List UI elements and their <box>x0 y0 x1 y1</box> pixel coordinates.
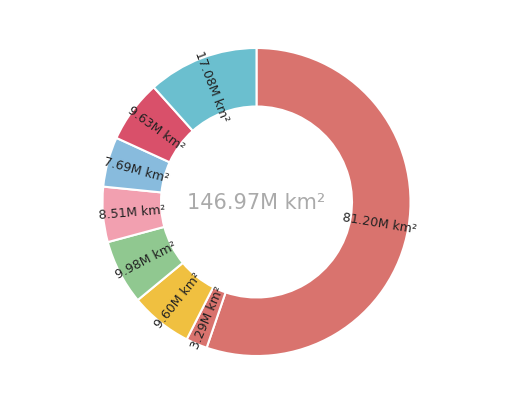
Text: 9.63M km²: 9.63M km² <box>125 104 187 153</box>
Text: 8.51M km²: 8.51M km² <box>98 203 166 222</box>
Wedge shape <box>154 49 256 132</box>
Text: 81.20M km²: 81.20M km² <box>342 210 418 235</box>
Wedge shape <box>137 263 213 339</box>
Wedge shape <box>207 49 410 356</box>
Wedge shape <box>103 187 164 243</box>
Text: 3.29M km²: 3.29M km² <box>189 284 227 350</box>
Text: 7.69M km²: 7.69M km² <box>102 155 170 185</box>
Wedge shape <box>116 88 193 163</box>
Text: 146.97M km²: 146.97M km² <box>187 192 326 213</box>
Wedge shape <box>108 227 183 301</box>
Text: 9.98M km²: 9.98M km² <box>113 239 179 281</box>
Text: 17.08M km²: 17.08M km² <box>192 49 231 124</box>
Wedge shape <box>187 288 226 348</box>
Text: 9.60M km²: 9.60M km² <box>152 270 205 330</box>
Wedge shape <box>103 139 170 193</box>
